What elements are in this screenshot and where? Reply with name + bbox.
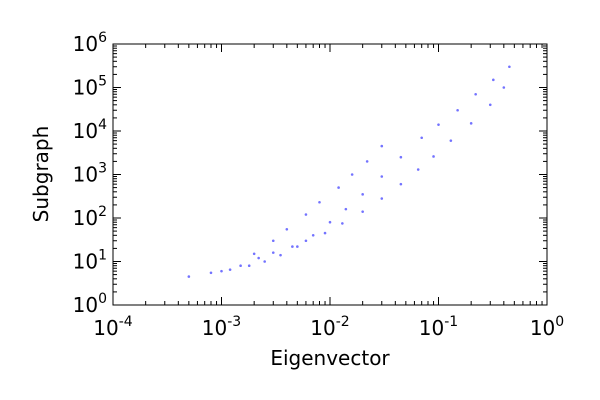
data-point [318,200,321,204]
data-point [432,155,435,158]
data-point [474,92,477,96]
data-point [399,155,403,159]
data-point [361,210,364,213]
data-point [502,86,506,89]
data-point [311,234,315,237]
data-point [341,222,344,225]
data-point [420,136,423,140]
y-tick-label: 102 [73,204,107,230]
data-point [209,271,213,275]
data-point [247,264,251,268]
data-point [279,253,282,257]
x-axis-label: Eigenvector [270,346,390,370]
data-point [380,144,384,148]
data-point [271,239,275,243]
data-point [437,123,440,126]
data-point [271,251,275,254]
data-point [416,168,420,171]
data-point [187,275,191,278]
data-point [304,239,308,243]
data-point [337,186,340,189]
y-tick-label: 106 [73,30,107,56]
tick-labels: 10-4 10-3 10-2 10-1 100 100 101 102 103 104 105 106 [73,30,565,340]
x-tick-label: 10-4 [93,314,133,340]
y-tick-label: 103 [73,161,107,187]
x-tick-label: 100 [530,314,564,340]
data-point [252,252,256,256]
data-point [257,256,260,260]
data-point [380,197,384,200]
x-tick-label: 10-3 [202,314,241,340]
y-tick-label: 105 [73,74,107,100]
data-point [469,122,473,125]
plot-frame [112,43,548,306]
x-tick-label: 10-2 [310,314,349,340]
data-point [449,139,453,142]
x-tick-label: 10-1 [419,314,458,340]
data-point [361,193,364,196]
data-point [365,160,369,163]
data-point [296,245,299,248]
data-point [304,213,308,216]
data-point [508,65,511,69]
data-point [492,78,495,82]
data-point [456,108,459,112]
data-point [220,269,223,273]
axis-ticks [112,43,548,306]
y-axis-label: Subgraph [29,126,53,223]
scatter-points [187,65,511,278]
data-point [323,231,327,235]
data-point [291,245,294,248]
data-point [263,260,266,263]
y-tick-label: 104 [73,117,107,143]
data-point [399,182,403,186]
y-tick-label: 100 [73,291,107,317]
data-point [328,220,332,224]
data-point [344,207,348,211]
data-point [350,173,354,176]
data-point [239,264,242,268]
data-point [380,175,384,178]
y-tick-label: 101 [73,248,107,274]
data-point [285,227,289,231]
data-point [488,103,492,107]
data-point [228,268,232,271]
